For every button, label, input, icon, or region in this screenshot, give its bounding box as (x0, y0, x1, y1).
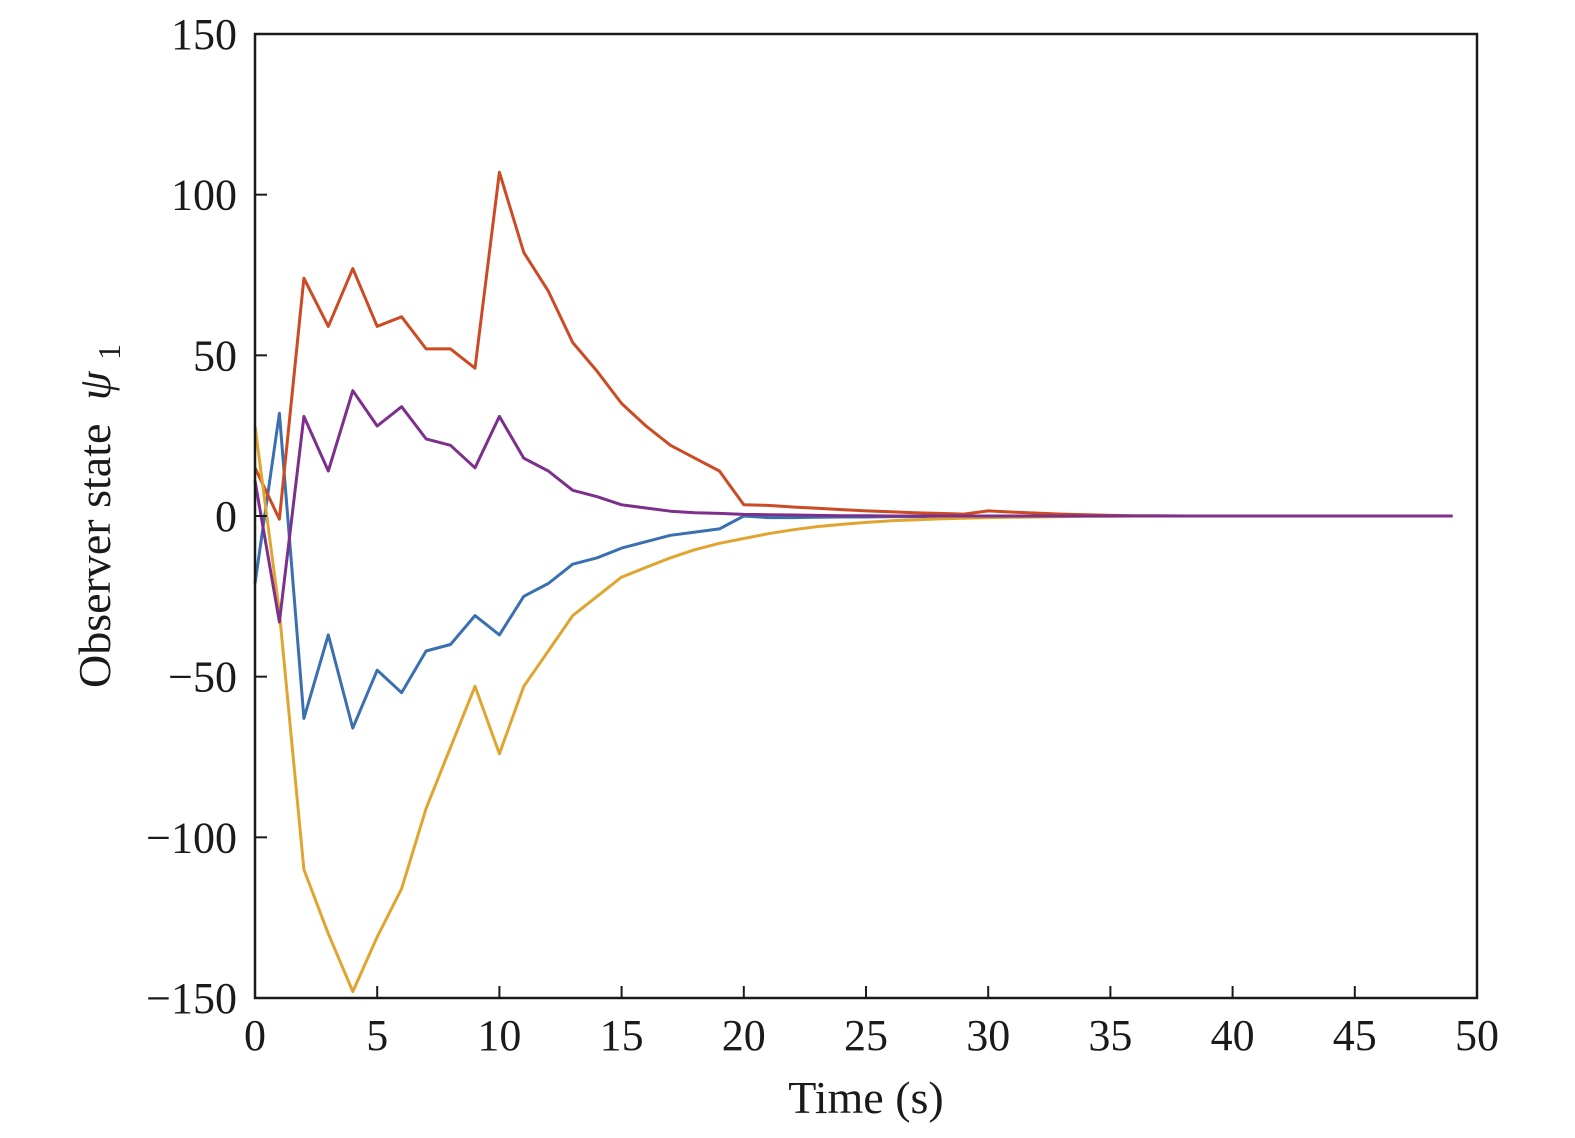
x-tick-label-9: 45 (1333, 1011, 1377, 1060)
y-tick-label-4: 50 (193, 331, 237, 380)
series-line-2 (253, 170, 1453, 521)
x-tick-label-1: 5 (366, 1011, 388, 1060)
x-tick-label-10: 50 (1455, 1011, 1499, 1060)
series-line-4 (253, 389, 1453, 624)
x-tick-label-5: 25 (844, 1011, 888, 1060)
series-line-1 (253, 411, 1453, 730)
x-tick-labels: 0 5 10 15 20 25 30 35 40 45 50 (244, 1011, 1499, 1060)
ticks-layer (254, 33, 1478, 999)
y-tick-label-0: −150 (146, 974, 237, 1023)
x-tick-label-6: 30 (966, 1011, 1010, 1060)
y-tick-labels: −150 −100 −50 0 50 100 150 (146, 10, 237, 1023)
x-tick-label-4: 20 (722, 1011, 766, 1060)
x-tick-label-3: 15 (600, 1011, 644, 1060)
series-layer (253, 170, 1453, 994)
x-tick-label-0: 0 (244, 1011, 266, 1060)
y-tick-label-5: 100 (171, 171, 237, 220)
y-axis-title-text: Observer state (69, 424, 120, 688)
x-axis-title: Time (s) (788, 1072, 944, 1123)
y-tick-label-1: −100 (146, 813, 237, 862)
x-tick-label-8: 40 (1211, 1011, 1255, 1060)
y-axis-title-subscript: 1 (91, 344, 127, 360)
x-tick-label-7: 35 (1088, 1011, 1132, 1060)
y-axis-title-symbol: ψ (69, 370, 120, 400)
y-tick-label-6: 150 (171, 10, 237, 59)
y-tick-label-3: 0 (215, 492, 237, 541)
x-tick-label-2: 10 (477, 1011, 521, 1060)
y-axis-title: Observer state ψ 1 (69, 344, 127, 688)
y-tick-label-2: −50 (168, 653, 237, 702)
